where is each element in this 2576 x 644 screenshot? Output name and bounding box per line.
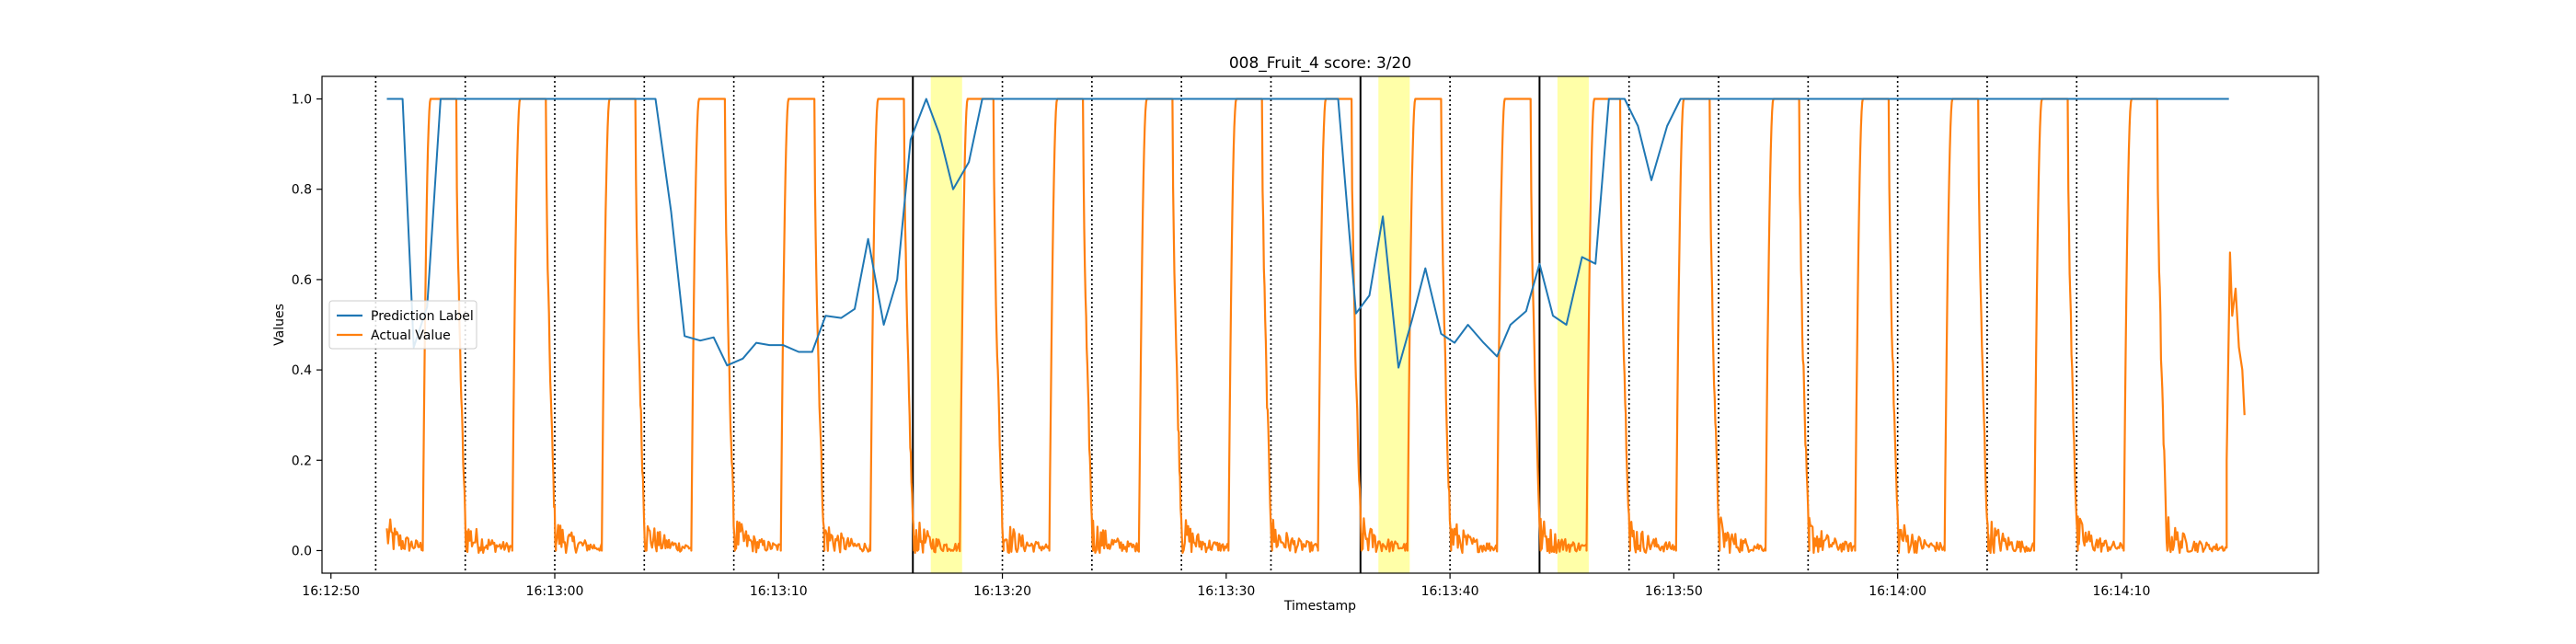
x-tick-label: 16:14:10	[2092, 584, 2150, 599]
actual-value-series	[385, 98, 2246, 555]
y-tick-label: 0.6	[292, 273, 312, 288]
legend-box	[328, 300, 477, 350]
x-tick-label: 16:12:50	[302, 584, 360, 599]
y-axis-ticks: 0.0 0.2 0.4 0.6 0.8 1.0	[292, 93, 322, 558]
y-tick-label: 0.2	[292, 454, 312, 468]
x-tick-label: 16:13:20	[973, 584, 1031, 599]
y-tick-label: 0.4	[292, 363, 312, 378]
prediction-label-series	[386, 98, 2229, 369]
y-tick-label: 1.0	[292, 93, 312, 108]
axes-frame	[321, 75, 2319, 574]
actual-value-line	[385, 98, 2246, 555]
y-tick-label: 0.8	[292, 183, 312, 198]
prediction-label-line	[386, 98, 2229, 369]
x-tick-label: 16:13:50	[1645, 584, 1703, 599]
x-tick-label: 16:13:40	[1421, 584, 1479, 599]
x-tick-label: 16:13:10	[750, 584, 808, 599]
legend-label: Actual Value	[371, 328, 451, 343]
legend: Prediction Label Actual Value	[328, 300, 477, 350]
x-tick-label: 16:13:30	[1197, 584, 1255, 599]
y-axis-label: Values	[272, 304, 287, 346]
legend-label: Prediction Label	[371, 309, 474, 324]
x-axis-label: Timestamp	[1283, 599, 1356, 614]
highlight-span	[930, 76, 962, 573]
x-tick-label: 16:14:00	[1869, 584, 1926, 599]
x-axis-ticks: 16:12:50 16:13:00 16:13:10 16:13:20 16:13:30…	[302, 573, 2150, 599]
chart-title: 008_Fruit_4 score: 3/20	[1229, 54, 1411, 73]
y-tick-label: 0.0	[292, 544, 312, 558]
highlight-span	[1557, 76, 1589, 573]
x-tick-label: 16:13:00	[526, 584, 584, 599]
highlight-spans	[930, 76, 1589, 573]
